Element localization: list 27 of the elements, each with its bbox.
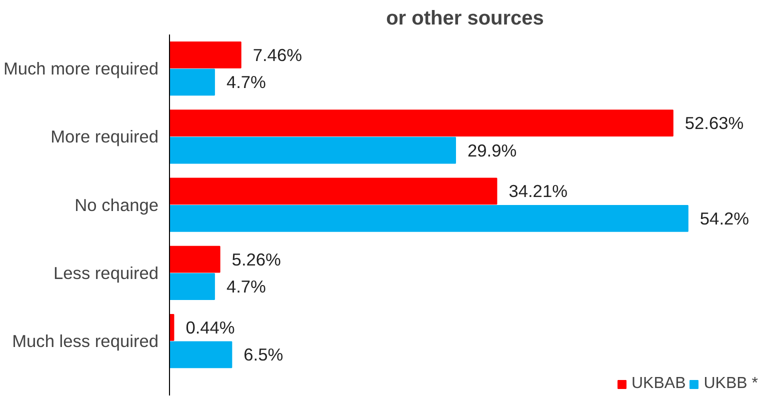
bar — [170, 68, 215, 96]
bar — [170, 136, 456, 164]
data-label: 34.21% — [508, 181, 568, 202]
data-label: 52.63% — [684, 113, 744, 134]
bar — [170, 178, 498, 205]
bar — [170, 204, 688, 232]
data-label: 29.9% — [467, 140, 517, 160]
legend-label: UKBAB — [632, 375, 686, 393]
data-label: 54.2% — [700, 208, 750, 228]
data-label: 5.26% — [232, 249, 281, 270]
data-label: 6.5% — [244, 344, 284, 365]
y-tick-label: Less required — [54, 262, 159, 283]
chart-title: or other sources — [386, 8, 544, 30]
y-tick-label: No change — [74, 194, 159, 215]
legend-label: UKBB * — [704, 375, 758, 393]
data-label: 7.46% — [252, 44, 302, 65]
y-tick-label: Much more required — [3, 58, 159, 79]
data-label: 0.44% — [186, 317, 235, 338]
bar — [170, 246, 220, 273]
y-tick-label: More required — [50, 126, 159, 147]
bar — [170, 273, 215, 300]
data-label: 4.7% — [226, 276, 266, 297]
bar — [170, 41, 242, 68]
bar — [170, 341, 232, 368]
bar — [170, 110, 674, 136]
data-label: 4.7% — [226, 72, 266, 92]
y-tick-label: Much less required — [12, 331, 159, 352]
